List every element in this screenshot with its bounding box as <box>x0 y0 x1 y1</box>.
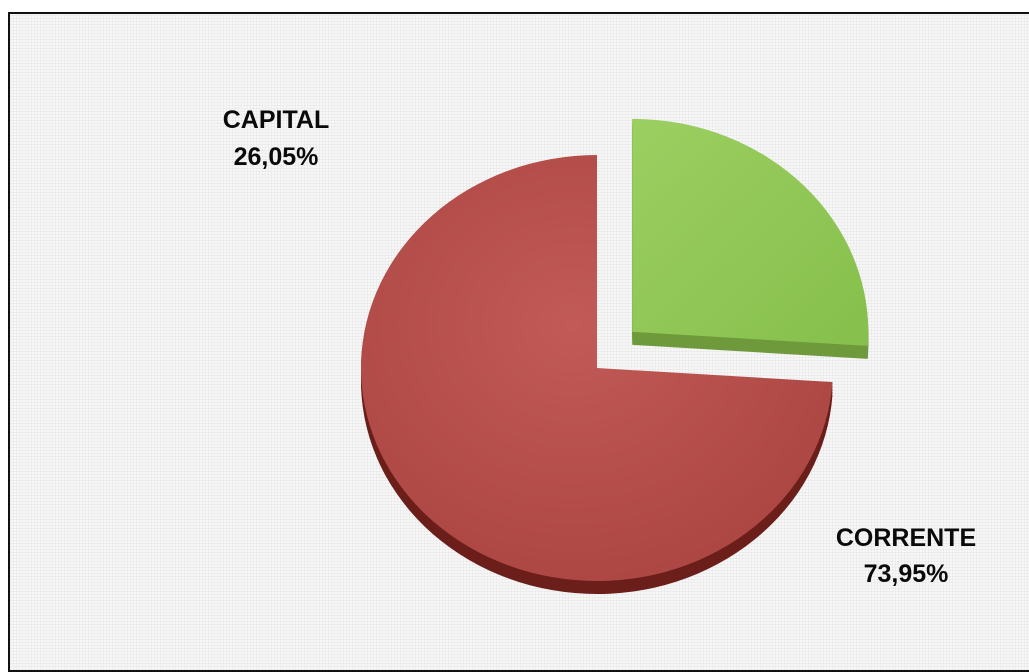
pie-slices <box>360 118 869 594</box>
label-corrente-value: 73,95% <box>864 560 949 588</box>
slice-capital-top <box>632 118 869 346</box>
slice-capital <box>632 118 869 359</box>
label-corrente-name: CORRENTE <box>836 524 976 552</box>
pie-labels: CAPITAL 26,05% CORRENTE 73,95% <box>223 106 976 588</box>
slice-corrente <box>360 155 833 594</box>
label-capital-value: 26,05% <box>234 143 319 171</box>
label-capital-name: CAPITAL <box>223 106 329 134</box>
slice-corrente-top <box>360 155 833 581</box>
